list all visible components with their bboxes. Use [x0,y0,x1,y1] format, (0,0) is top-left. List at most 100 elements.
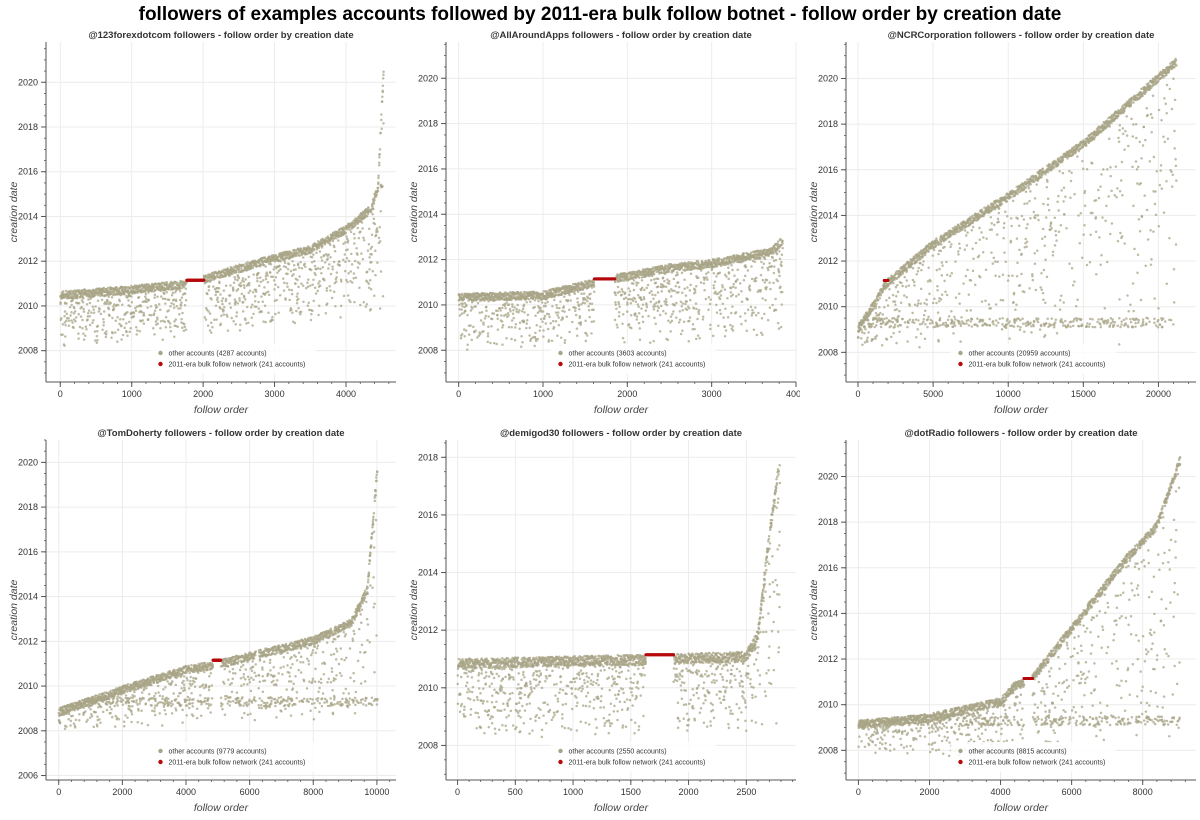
data-point [889,335,893,339]
data-point [132,311,136,315]
data-point [63,321,67,324]
data-point [772,252,775,255]
data-point [356,226,360,230]
data-point [256,276,259,280]
data-point [381,185,384,188]
data-point [774,297,777,301]
data-point [358,262,361,265]
data-point [374,273,377,277]
data-point [129,286,132,290]
data-point [780,253,784,257]
data-point [590,286,594,289]
data-point [182,285,186,289]
data-point [755,333,759,337]
data-point [898,309,901,313]
data-point [888,287,891,291]
data-point [533,344,536,348]
data-point [466,313,469,317]
data-point [746,269,750,272]
data-point [146,318,150,321]
data-point [660,289,664,293]
data-point [183,304,187,307]
data-point [460,333,464,336]
data-point [63,310,67,313]
data-point [501,323,505,327]
data-point [326,257,330,260]
data-point [656,309,660,313]
x-tick-label: 4000 [336,389,356,399]
legend-marker [158,350,163,356]
data-point [638,327,642,330]
data-point [323,261,327,264]
data-point [556,311,560,314]
data-point [660,271,663,274]
data-point [522,303,526,306]
data-point [467,333,471,336]
data-point [582,292,586,295]
data-point [662,285,666,288]
legend-marker [558,350,563,356]
data-point [343,253,347,256]
data-point [691,327,694,331]
data-point [723,288,727,291]
data-point [761,266,764,269]
data-point [144,297,148,301]
data-point [618,305,621,309]
data-point [299,313,302,316]
data-point [209,321,213,325]
data-point [592,320,596,323]
data-point [707,296,711,299]
data-point [63,344,66,347]
data-point [643,288,646,292]
data-point [891,321,895,324]
data-point [81,288,84,292]
data-point [727,277,730,281]
data-point [920,268,923,272]
data-point [551,305,554,308]
data-point [674,284,678,288]
data-point [696,317,699,321]
x-tick-label: 1000 [122,389,142,399]
data-point [861,343,864,346]
data-point [102,317,105,321]
data-point [362,236,365,239]
data-point [298,275,301,278]
data-point [771,303,774,307]
data-point [917,299,920,302]
data-point [718,308,722,312]
data-point [310,256,314,259]
data-point [703,288,706,292]
data-point [297,285,300,289]
data-point [132,315,136,318]
data-point [483,299,486,302]
data-point [214,304,218,307]
data-point [568,308,571,312]
data-point [220,314,223,317]
data-point [689,283,692,287]
data-point [541,320,544,324]
data-point [544,322,548,325]
data-point [183,325,187,329]
data-point [487,325,490,328]
data-point [894,303,897,306]
legend-entry: 2011-era bulk follow network (241 accoun… [169,362,306,369]
data-point [80,299,84,302]
data-point [746,298,749,301]
data-point [351,281,354,284]
data-point [314,273,317,277]
data-point [721,302,725,306]
data-point [779,325,783,329]
data-point [368,268,371,271]
data-point [238,296,241,300]
data-point [723,334,727,338]
data-point [365,302,369,306]
data-point [65,319,68,323]
data-point [860,328,863,332]
data-point [116,340,119,343]
data-point [377,181,380,184]
data-point [366,212,370,216]
data-point [120,324,123,328]
data-point [635,318,639,321]
data-point [361,257,365,261]
data-point [313,259,316,263]
